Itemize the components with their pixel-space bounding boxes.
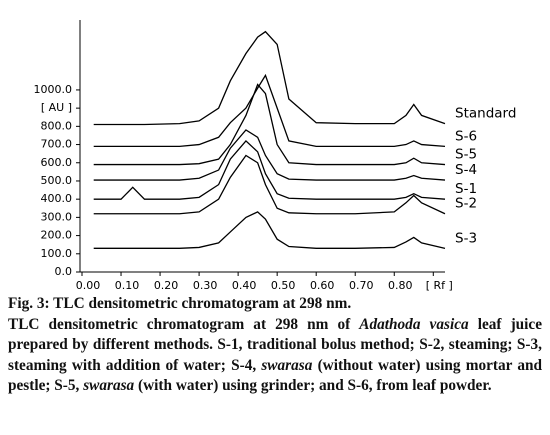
trace xyxy=(93,129,446,181)
y-tick-label: 300.0 xyxy=(41,210,73,223)
x-tick-label: 0.70 xyxy=(349,279,374,292)
series-label: S-6 xyxy=(455,128,477,144)
series-label: Standard xyxy=(455,106,516,122)
y-tick-label: 400.0 xyxy=(41,192,73,205)
chart: 0.0 100.0 200.0 300.0 400.0 500.0 600.0 700.0 80… xyxy=(34,20,516,292)
x-tick-label: 0.50 xyxy=(271,279,296,292)
y-tick-label: 1000.0 xyxy=(34,83,73,96)
series-label: S-4 xyxy=(455,162,477,178)
x-tick-label: 0.10 xyxy=(115,279,140,292)
caption-text: swarasa xyxy=(261,356,313,374)
y-tick-label: 500.0 xyxy=(41,174,73,187)
trace xyxy=(93,73,446,148)
y-tick-label: 100.0 xyxy=(41,247,73,260)
x-tick-label: 0.00 xyxy=(76,279,101,292)
x-tick-label: 0.30 xyxy=(193,279,218,292)
trace xyxy=(93,30,446,126)
caption-text: swarasa xyxy=(83,377,135,394)
caption-text: (with water) using grinder; and S-6, fro… xyxy=(134,377,492,394)
caption: TLC densitometric chromatogram at 298 nm… xyxy=(8,315,542,397)
caption-text: (without water) using mortar and pestle;… xyxy=(8,356,542,395)
trace xyxy=(93,154,446,215)
series-label: S-3 xyxy=(455,230,477,246)
caption-text: leaf juice prepared by different methods… xyxy=(8,315,542,374)
x-tick-label: 0.60 xyxy=(310,279,335,292)
caption-text: TLC densitometric chromatogram at 298 nm… xyxy=(8,315,360,333)
trace xyxy=(93,211,446,249)
series-label: S-2 xyxy=(455,196,477,212)
x-tick-label: 0.80 xyxy=(388,279,413,292)
y-tick-label: 200.0 xyxy=(41,229,73,242)
trace xyxy=(93,83,446,166)
y-tick-label: 800.0 xyxy=(41,119,73,132)
x-tick-label: 0.20 xyxy=(154,279,179,292)
caption-block: Fig. 3: TLC densitometric chromatogram a… xyxy=(8,294,542,397)
series-label: S-5 xyxy=(455,147,477,163)
x-tick-label: 0.40 xyxy=(232,279,257,292)
y-tick-label: 0.0 xyxy=(55,265,73,278)
trace xyxy=(93,139,446,200)
y-tick-label: 600.0 xyxy=(41,156,73,169)
caption-text: Adathoda vasica xyxy=(359,315,469,333)
y-tick-label: [ AU ] xyxy=(41,101,72,114)
figure-title: Fig. 3: TLC densitometric chromatogram a… xyxy=(8,295,352,312)
y-tick-label: 700.0 xyxy=(41,138,73,151)
x-tick-label: [ Rf ] xyxy=(426,279,453,292)
series-label: S-1 xyxy=(455,181,477,197)
